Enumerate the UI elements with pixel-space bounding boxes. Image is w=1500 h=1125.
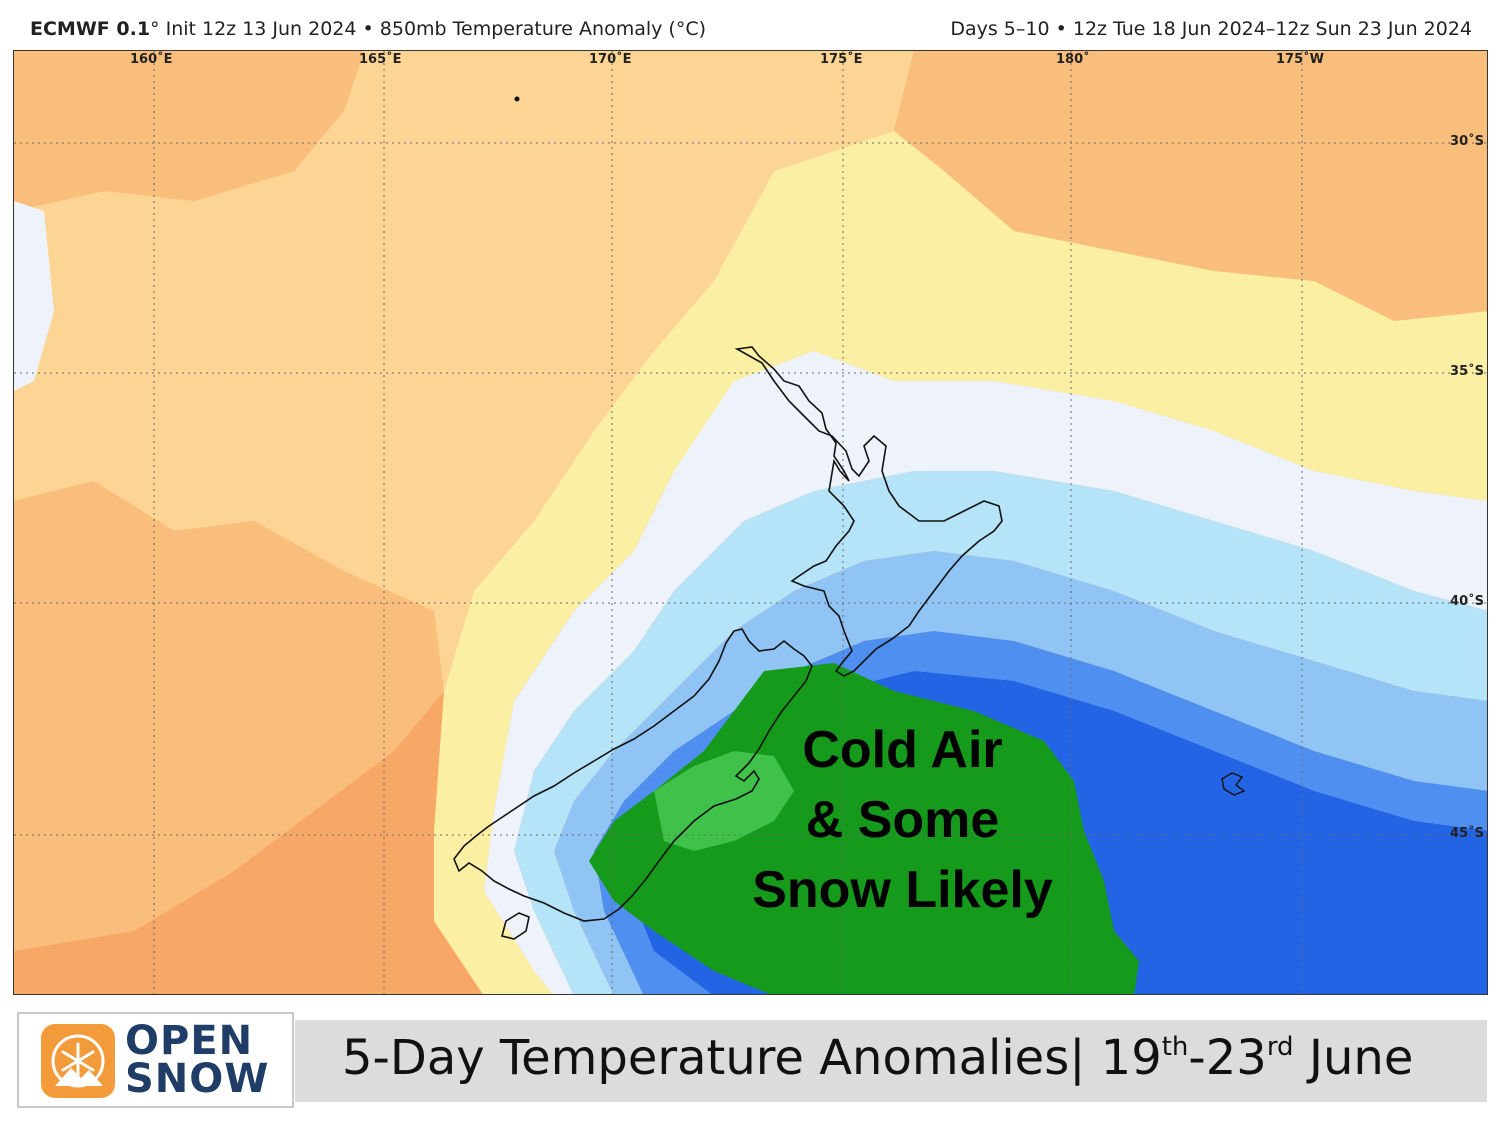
opensnow-logo-icon [41,1024,115,1098]
cold-air-annotation: Cold Air & Some Snow Likely [730,715,1075,925]
annotation-line-3: Snow Likely [752,861,1053,919]
anomaly-west-orange [14,51,444,951]
coastline-stewart-island [501,912,530,940]
graticule [14,51,1487,994]
brand-line-2: SNOW [125,1056,270,1102]
lon-label-170e: 170˚E [589,52,632,67]
model-name: ECMWF 0.1 [30,18,151,40]
lat-label-35s: 35˚S [1450,364,1484,379]
footer-title-end: June [1293,1030,1414,1086]
footer-title-mid: -23 [1188,1030,1267,1086]
coastline-south-island [453,628,813,922]
lon-label-175w: 175˚W [1276,52,1324,67]
footer-title-main: 5-Day Temperature Anomalies| 19 [342,1030,1162,1086]
lat-label-45s: 45˚S [1450,826,1484,841]
lat-label-40s: 40˚S [1450,594,1484,609]
anomaly-green-cold-core [589,663,1139,994]
island-dot [514,96,520,102]
opensnow-wordmark: OPEN SNOW [125,1018,270,1102]
annotation-line-1: Cold Air [802,721,1003,779]
lat-label-30s: 30˚S [1450,134,1484,149]
lon-label-180: 180˚ [1056,52,1090,67]
lon-label-165e: 165˚E [359,52,402,67]
anomaly-light-orange [14,51,914,691]
header-title: ECMWF 0.1° Init 12z 13 Jun 2024 • 850mb … [30,18,706,48]
coastline-chatham-islands [1221,772,1246,796]
anomaly-light-blue [554,551,1487,994]
lon-label-160e: 160˚E [130,52,173,67]
footer-title: 5-Day Temperature Anomalies| 19th-23rd J… [342,1030,1413,1086]
anomaly-light-cyan [514,471,1487,994]
annotation-line-2: & Some [805,791,1000,849]
init-field-text: ° Init 12z 13 Jun 2024 • 850mb Temperatu… [150,18,707,40]
brand-line-1: OPEN [125,1018,254,1064]
footer-title-sup2: rd [1266,1032,1294,1062]
coastline-north-island [734,346,1003,677]
opensnow-logo: OPEN SNOW [17,1012,294,1108]
anomaly-east-orange [894,51,1487,321]
lon-label-175e: 175˚E [820,52,863,67]
footer-title-sup1: th [1161,1032,1189,1062]
temperature-anomaly-map [13,50,1488,995]
footer-title-bar [295,1020,1487,1102]
valid-period: Days 5–10 • 12z Tue 18 Jun 2024–12z Sun … [950,18,1472,40]
anomaly-yellow [434,131,1487,994]
map-canvas [14,51,1487,994]
